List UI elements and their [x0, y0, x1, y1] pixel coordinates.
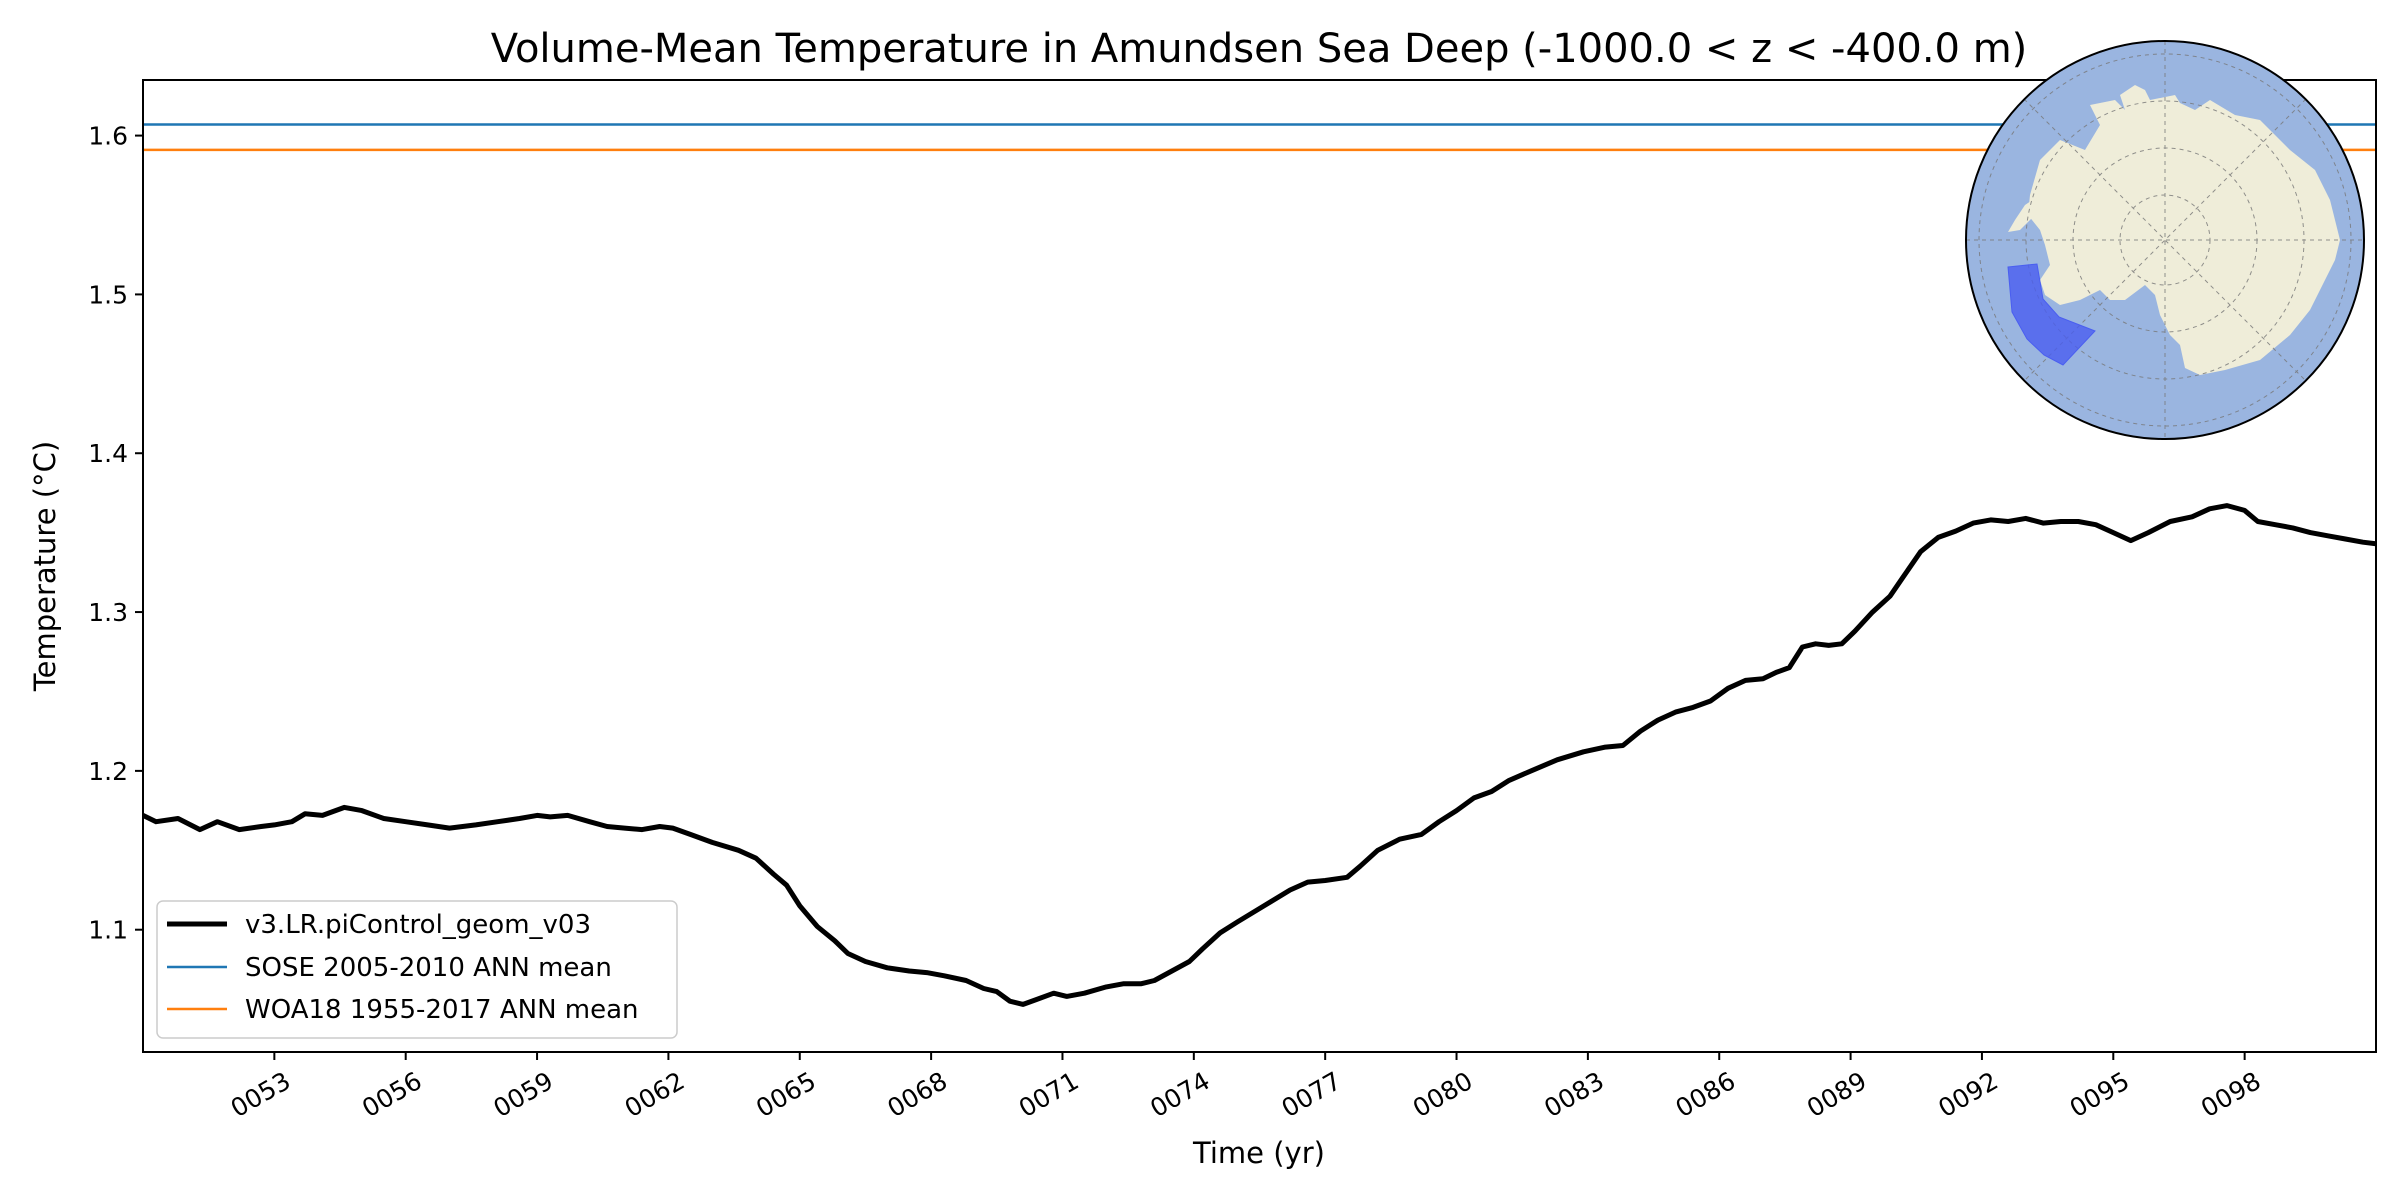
x-tick-label: 0053: [226, 1066, 296, 1123]
x-tick-label: 0065: [751, 1066, 821, 1123]
legend-entry-model: v3.LR.piControl_geom_v03: [167, 910, 591, 940]
map-antarctic-peninsula: [2008, 195, 2040, 232]
map-amundsen-region: [2007, 263, 2096, 366]
y-axis: 1.1 1.2 1.3 1.4 1.5 1.6: [88, 122, 143, 945]
chart-title: Volume-Mean Temperature in Amundsen Sea …: [491, 26, 2028, 72]
y-tick-label: 1.5: [88, 280, 128, 309]
x-axis-label: Time (yr): [1192, 1136, 1325, 1170]
y-tick-label: 1.4: [88, 439, 128, 468]
x-tick-label: 0071: [1014, 1066, 1084, 1123]
x-tick-label: 0089: [1802, 1066, 1872, 1123]
y-tick-label: 1.2: [88, 757, 128, 786]
y-tick-label: 1.6: [88, 122, 128, 151]
y-tick-label: 1.1: [88, 916, 128, 945]
x-tick-label: 0074: [1145, 1066, 1215, 1123]
y-tick-label: 1.3: [88, 598, 128, 627]
inset-map: [1965, 40, 2365, 440]
legend-entry-woa18: WOA18 1955-2017 ANN mean: [167, 995, 639, 1025]
legend: v3.LR.piControl_geom_v03 SOSE 2005-2010 …: [156, 900, 678, 1039]
legend-label-sose: SOSE 2005-2010 ANN mean: [245, 953, 612, 983]
x-tick-label: 0086: [1671, 1066, 1741, 1123]
y-axis-label: Temperature (°C): [28, 441, 62, 692]
x-tick-label: 0056: [357, 1066, 427, 1123]
model-temperature-line: [143, 503, 2376, 1007]
map-border: [1965, 40, 2365, 440]
x-tick-label: 0080: [1408, 1066, 1478, 1123]
map-graticule: [1966, 41, 2364, 439]
map-antarctica-land: [2028, 85, 2340, 375]
plot-frame: [142, 79, 2377, 1053]
legend-entry-sose: SOSE 2005-2010 ANN mean: [167, 953, 612, 983]
x-tick-label: 0092: [1933, 1066, 2003, 1123]
legend-label-model: v3.LR.piControl_geom_v03: [245, 910, 591, 940]
x-tick-label: 0083: [1539, 1066, 1609, 1123]
legend-label-woa18: WOA18 1955-2017 ANN mean: [245, 995, 639, 1025]
x-tick-label: 0062: [620, 1066, 690, 1123]
legend-frame: [156, 900, 678, 1039]
x-tick-label: 0068: [883, 1066, 953, 1123]
x-tick-label: 0059: [488, 1066, 558, 1123]
x-axis: 0053 0056 0059 0062 0065 0068 0071 0074 0077 0080…: [226, 1052, 2266, 1123]
x-tick-label: 0098: [2196, 1066, 2266, 1123]
x-tick-label: 0077: [1277, 1066, 1347, 1123]
x-tick-label: 0095: [2065, 1066, 2135, 1123]
